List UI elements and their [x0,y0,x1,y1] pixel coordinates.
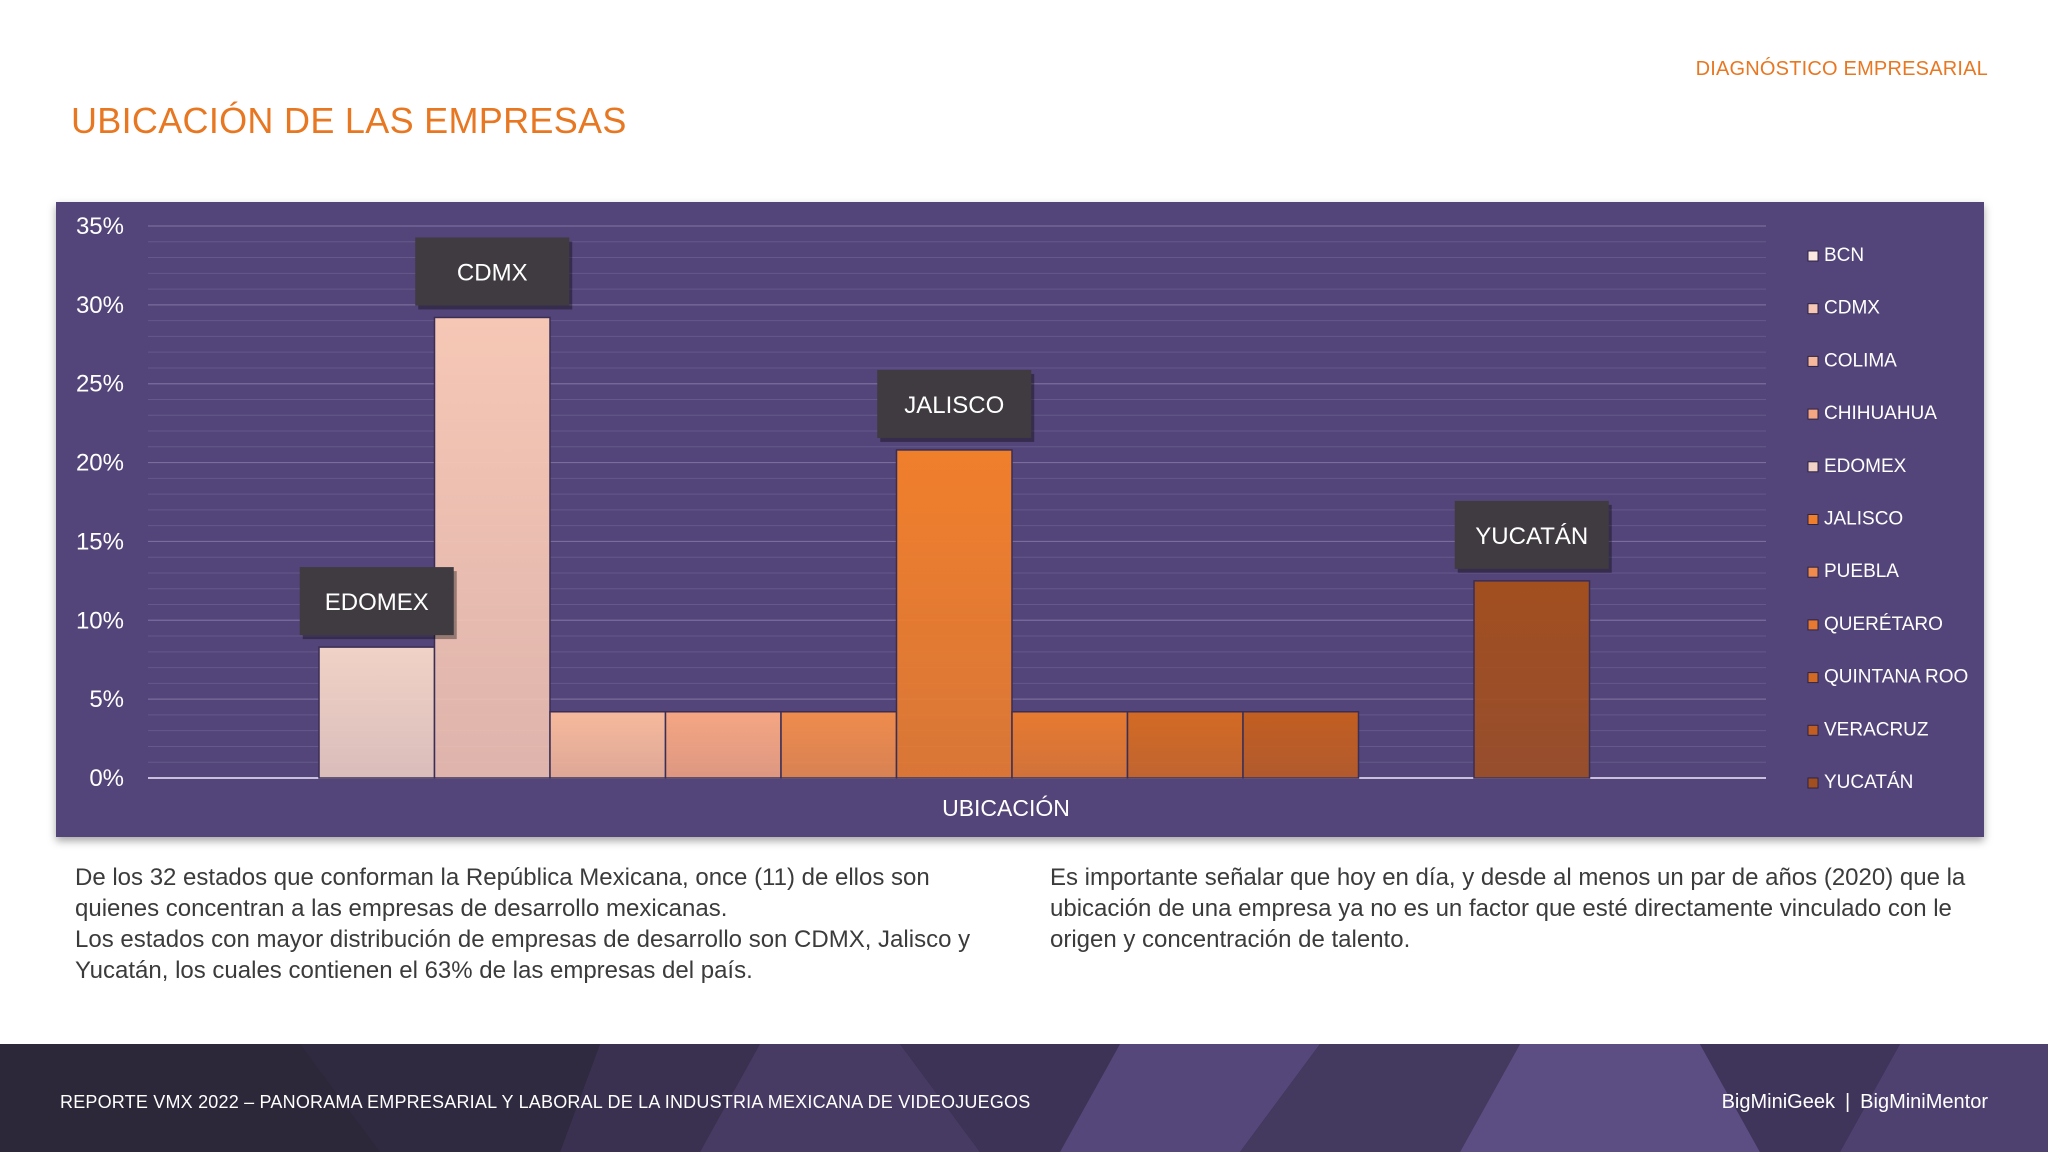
legend-item: EDOMEX [1824,456,1907,477]
legend-swatch [1807,777,1819,789]
report-title: REPORTE VMX 2022 – PANORAMA EMPRESARIAL … [60,1092,1031,1112]
y-tick-label: 35% [76,213,124,240]
footer: REPORTE VMX 2022 – PANORAMA EMPRESARIAL … [0,1044,2048,1152]
y-tick-label: 25% [76,371,124,398]
y-tick-label: 15% [76,528,124,555]
legend-item: VERACRUZ [1824,719,1929,740]
legend-swatch [1807,250,1819,262]
callout-label: JALISCO [904,392,1004,419]
bar-querétaro [1011,711,1129,779]
bar-edomex [318,646,436,779]
left-paragraph-2: Los estados con mayor distribución de em… [75,926,971,984]
y-tick-label: 20% [76,450,124,477]
footer-pattern [300,1044,2048,1152]
legend-item: JALISCO [1824,509,1903,530]
x-axis-label: UBICACIÓN [942,795,1070,821]
legend-item: BCN [1824,245,1864,266]
bar-chihuahua [664,711,782,779]
callout-edomex [299,567,454,636]
y-tick-label: 30% [76,292,124,319]
section-label: DIAGNÓSTICO EMPRESARIAL [1695,58,1988,80]
y-tick-label: 0% [89,765,124,792]
legend-swatch [1807,461,1819,473]
brand-bigminigeek[interactable]: BigMiniGeek [1721,1091,1835,1113]
legend-item: CHIHUAHUA [1824,403,1937,424]
legend-item: QUERÉTARO [1824,614,1943,635]
bar-chart: 0% 5% 10% 15% 20% 25% 30% 35% CDMX EDOMEX JALISCO Y… [76,213,1968,821]
legend-swatch [1807,514,1819,525]
legend-swatch [1807,724,1819,736]
bar-jalisco [895,449,1013,779]
left-text-column: De los 32 estados que conforman la Repúb… [75,862,1015,986]
legend-swatch [1807,408,1819,420]
bar-cdmx [433,316,551,779]
right-paragraph-1: Es importante señalar que hoy en día, y … [1050,864,1966,953]
callout-label: EDOMEX [325,589,429,616]
callout-label: CDMX [457,259,528,286]
bar-colima [549,711,667,779]
chart-container: 0% 5% 10% 15% 20% 25% 30% 35% CDMX EDOMEX JALISCO Y… [56,202,1984,837]
callout-jalisco [877,369,1032,438]
bar-quintana-roo [1126,711,1244,779]
callout-label: YUCATÁN [1475,523,1588,550]
y-tick-label: 5% [89,686,124,713]
legend-item: COLIMA [1824,350,1897,371]
y-tick-label: 10% [76,607,124,634]
legend-swatch [1807,619,1819,631]
bar-veracruz [1242,711,1360,779]
bar-yucatán [1473,580,1591,779]
callout-yucatán [1454,500,1609,569]
brand-bigminimentor[interactable]: BigMiniMentor [1860,1091,1988,1113]
brand-links: BigMiniGeek | BigMiniMentor [1722,1091,1988,1114]
legend-item: YUCATÁN [1824,772,1913,793]
left-paragraph-1: De los 32 estados que conforman la Repúb… [75,864,930,922]
legend-swatch [1807,355,1819,367]
legend-item: CDMX [1824,298,1880,319]
page-title: UBICACIÓN DE LAS EMPRESAS [71,100,627,141]
legend-item: PUEBLA [1824,561,1899,582]
right-text-column: Es importante señalar que hoy en día, y … [1050,862,1980,955]
legend-swatch [1807,303,1819,315]
legend-swatch [1807,566,1819,578]
bar-puebla [780,711,898,779]
callout-cdmx [415,237,570,306]
legend-item: QUINTANA ROO [1824,667,1968,688]
brand-separator: | [1844,1091,1851,1113]
legend-swatch [1807,672,1819,684]
